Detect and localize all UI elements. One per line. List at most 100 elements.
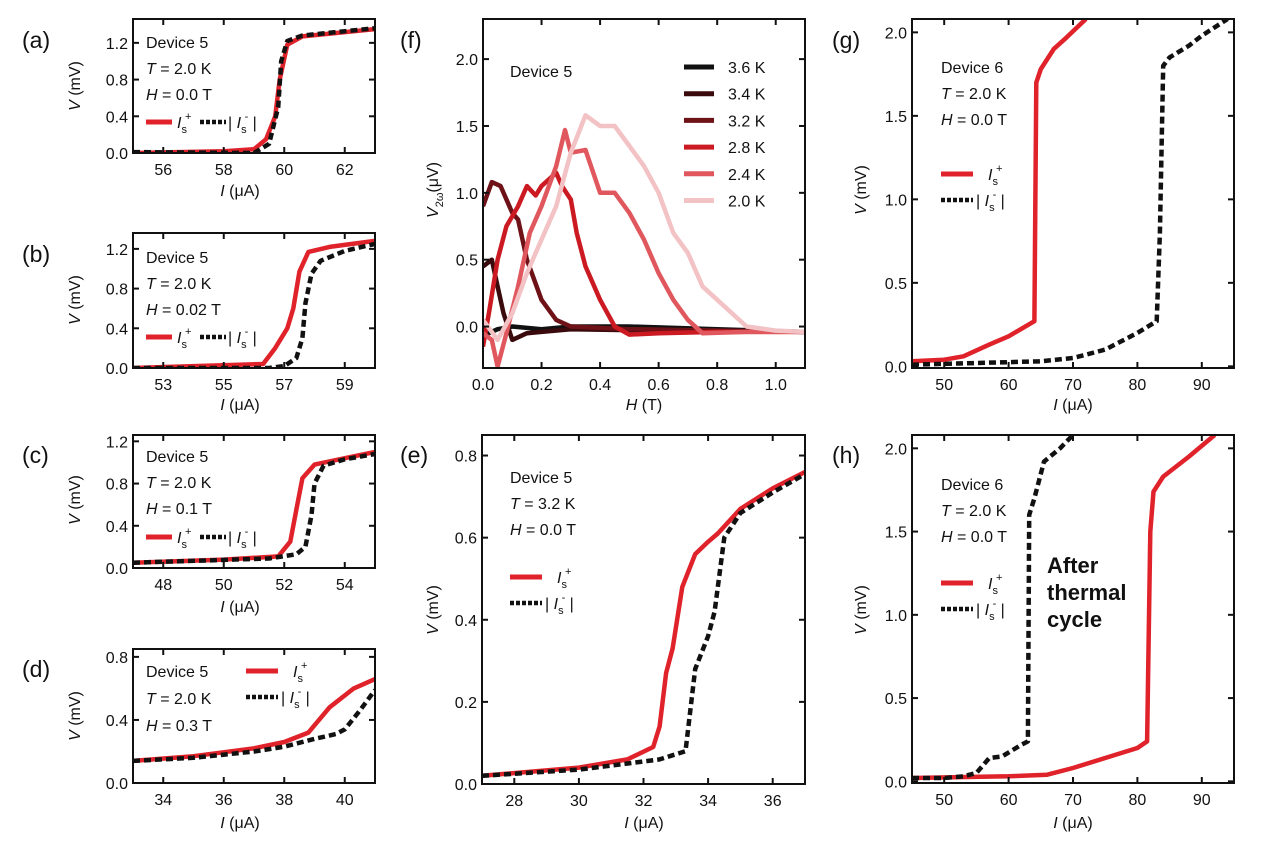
annotation: T = 2.0 K [146, 691, 212, 708]
panel-a: (a) 56 58 60 62 0.0 0.4 0.8 1.2 I (μA) V (mV) Devic… [22, 18, 376, 200]
panel-c: (c) 48 50 52 54 0.0 0.4 0.8 1.2 I (μA) V (mV) Devic… [22, 434, 376, 616]
plot-frame [132, 18, 376, 154]
x-tick-label: 90 [1193, 792, 1211, 809]
panel-label: (e) [400, 442, 428, 468]
panel-e: (e) 28 30 32 34 36 0.0 0.2 0.4 0.6 0.8 I (μA) V (mV)… [400, 434, 806, 832]
panel-h: (h) 50 60 70 80 90 0.0 0.5 1.0 1.5 2.0 I (μA) V (mV)… [832, 434, 1235, 832]
plot-frame [481, 434, 806, 785]
legend-label-plus: Is+ [177, 526, 191, 551]
annotation: H = 0.0 T [941, 112, 1007, 129]
x-tick-label: 0.6 [648, 377, 670, 394]
annotation: Device 5 [146, 449, 208, 466]
series-line-Is [912, 435, 1075, 781]
y-tick-label: 0.8 [106, 650, 128, 667]
x-tick-label: 36 [215, 792, 233, 809]
y-axis-label: V (mV) [67, 691, 84, 741]
y-tick-label: 1.0 [885, 192, 907, 209]
legend-label-minus: | Is- | [976, 189, 1005, 214]
x-tick-label: 54 [336, 577, 354, 594]
y-tick-label: 2.0 [885, 441, 907, 458]
y-tick-label: 1.0 [456, 186, 478, 203]
panel-label: (c) [22, 442, 49, 468]
annotation: Device 5 [146, 35, 208, 52]
x-tick-label: 34 [699, 793, 717, 810]
x-tick-label: 60 [1000, 792, 1018, 809]
y-tick-label: 1.2 [106, 242, 128, 259]
x-tick-label: 80 [1129, 377, 1147, 394]
y-axis-label: V (mV) [67, 475, 84, 525]
x-axis-label: I (μA) [220, 815, 259, 832]
x-tick-label: 60 [1000, 377, 1018, 394]
y-tick-label: 1.2 [106, 434, 128, 451]
x-tick-label: 58 [215, 162, 233, 179]
y-tick-label: 0.4 [106, 713, 128, 730]
x-axis-label: I (μA) [1053, 815, 1092, 832]
x-axis-label: I (μA) [220, 183, 259, 200]
annotation: T = 3.2 K [510, 496, 576, 513]
y-tick-label: 0.0 [885, 359, 907, 376]
x-tick-label: 28 [505, 793, 523, 810]
series-line-3.2K [483, 179, 805, 335]
y-tick-label: 0.8 [455, 449, 477, 466]
series-line-Is [133, 451, 375, 565]
legend-label-plus: Is+ [557, 566, 571, 591]
x-tick-label: 50 [935, 792, 953, 809]
annotation: Device 5 [146, 664, 208, 681]
annotation: T = 2.0 K [146, 276, 212, 293]
x-tick-label: 38 [275, 792, 293, 809]
x-tick-label: 0.4 [589, 377, 611, 394]
x-tick-label: 56 [154, 162, 172, 179]
legend-label-plus: Is+ [177, 111, 191, 136]
legend-label: 2.4 K [728, 167, 766, 184]
x-tick-label: 70 [1064, 792, 1082, 809]
y-axis-label: V (mV) [425, 585, 442, 635]
y-tick-label: 0.4 [106, 321, 128, 338]
x-tick-label: 53 [154, 377, 172, 394]
annotation: H = 0.1 T [146, 501, 212, 518]
legend-label-minus: | Is- | [228, 111, 257, 136]
y-axis-label: V (mV) [67, 61, 84, 111]
legend-label: 2.0 K [728, 194, 766, 211]
x-tick-label: 90 [1193, 377, 1211, 394]
x-tick-label: 0.0 [472, 377, 494, 394]
y-tick-label: 0.0 [106, 146, 128, 163]
y-tick-label: 0.8 [106, 282, 128, 299]
y-tick-label: 0.5 [456, 253, 478, 270]
legend-label-minus: | Is- | [228, 326, 257, 351]
annotation: T = 2.0 K [146, 475, 212, 492]
panel-b: (b) 53 55 57 59 0.0 0.4 0.8 1.2 I (μA) V (mV) Devic… [22, 232, 376, 414]
x-tick-label: 36 [764, 793, 782, 810]
annotation-note: thermal [1047, 580, 1126, 605]
legend-label-minus: | Is- | [545, 592, 574, 617]
y-tick-label: 1.5 [885, 109, 907, 126]
annotation: T = 2.0 K [941, 86, 1007, 103]
panel-label: (g) [832, 27, 860, 53]
annotation: H = 0.02 T [146, 302, 221, 319]
annotation-note: After [1047, 553, 1099, 578]
legend-label: 3.6 K [728, 60, 766, 77]
legend-label-minus: | Is- | [281, 686, 310, 711]
legend-label-minus: | Is- | [976, 598, 1005, 623]
y-tick-label: 0.0 [885, 774, 907, 791]
annotation: H = 0.0 T [146, 87, 212, 104]
y-tick-label: 0.5 [885, 691, 907, 708]
legend-label: 3.4 K [728, 87, 766, 104]
y-tick-label: 2.0 [885, 25, 907, 42]
y-tick-label: 0.5 [885, 276, 907, 293]
x-tick-label: 32 [635, 793, 653, 810]
x-tick-label: 62 [336, 162, 354, 179]
y-axis-label: V2ω(μV) [425, 162, 446, 218]
annotation: Device 6 [941, 477, 1003, 494]
panel-label: (a) [22, 27, 50, 53]
x-tick-label: 60 [275, 162, 293, 179]
annotation: Device 6 [941, 60, 1003, 77]
series-line-Is [482, 472, 805, 779]
y-tick-label: 1.0 [885, 608, 907, 625]
annotation: H = 0.0 T [510, 522, 576, 539]
annotation: H = 0.0 T [941, 529, 1007, 546]
annotation: T = 2.0 K [941, 503, 1007, 520]
y-tick-label: 0.6 [455, 531, 477, 548]
annotation: H = 0.3 T [146, 718, 212, 735]
y-tick-label: 0.0 [106, 561, 128, 578]
